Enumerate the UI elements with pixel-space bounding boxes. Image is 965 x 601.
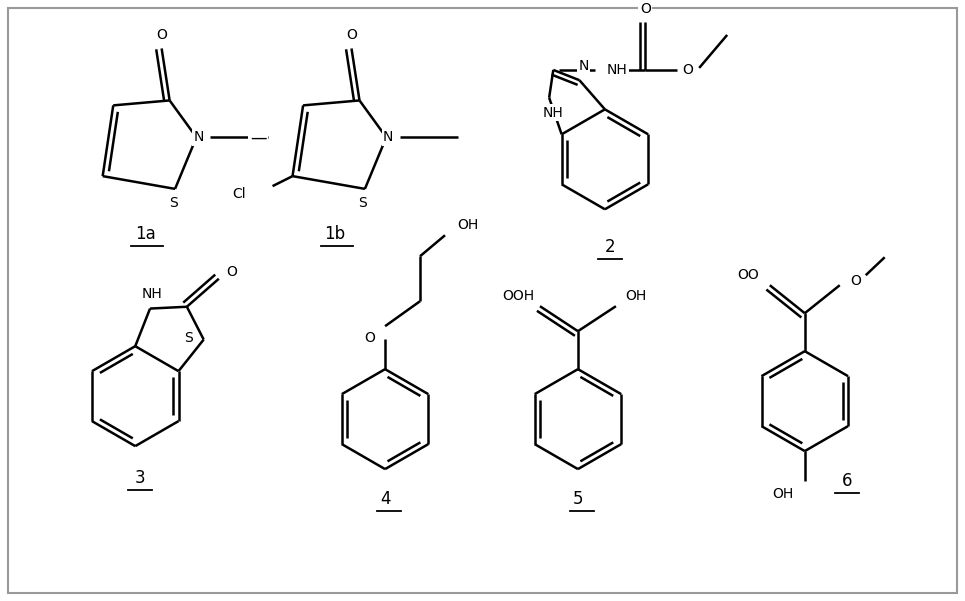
Text: OOH: OOH: [502, 289, 534, 304]
Text: N: N: [578, 59, 589, 73]
Text: O: O: [850, 274, 861, 288]
Text: 5: 5: [572, 490, 583, 508]
Text: NH: NH: [142, 287, 162, 300]
Text: OH: OH: [772, 487, 793, 501]
Text: O: O: [156, 28, 167, 43]
Text: OH: OH: [625, 289, 647, 304]
Text: O: O: [365, 331, 375, 345]
Text: O: O: [227, 265, 237, 279]
Text: —: —: [250, 128, 266, 146]
Text: O: O: [640, 2, 650, 16]
Text: S: S: [184, 331, 193, 344]
Text: S: S: [359, 196, 368, 210]
Text: 3: 3: [135, 469, 146, 487]
Text: O: O: [681, 63, 693, 77]
Text: 6: 6: [841, 472, 852, 490]
Text: 2: 2: [605, 238, 616, 256]
Text: NH: NH: [542, 106, 564, 120]
Text: 4: 4: [380, 490, 390, 508]
Text: Cl: Cl: [232, 187, 245, 201]
Text: 1a: 1a: [135, 225, 155, 243]
Text: N: N: [383, 130, 394, 144]
Text: O: O: [346, 28, 357, 43]
Text: OO: OO: [737, 268, 758, 282]
Text: S: S: [169, 196, 178, 210]
Text: NH: NH: [607, 63, 627, 77]
Text: N: N: [193, 130, 204, 144]
Text: OH: OH: [457, 218, 479, 232]
Text: 1b: 1b: [324, 225, 345, 243]
